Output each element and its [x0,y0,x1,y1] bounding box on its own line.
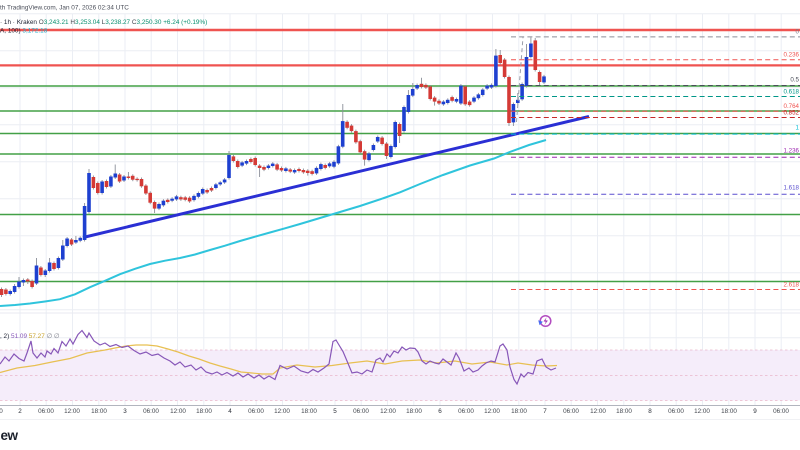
svg-text:18:00: 18:00 [301,408,317,415]
svg-text:18:00: 18:00 [616,408,632,415]
svg-text:12:00: 12:00 [170,408,186,415]
svg-text:06:00: 06:00 [563,408,579,415]
svg-text:0.5: 0.5 [790,77,799,84]
svg-text:18:00: 18:00 [406,408,422,415]
svg-text:12:00: 12:00 [590,408,606,415]
svg-text:1.236: 1.236 [784,148,800,155]
svg-text:, 2) 51.09 57.27 ∅ ∅: , 2) 51.09 57.27 ∅ ∅ [0,333,60,340]
svg-text:0: 0 [796,29,800,36]
svg-text:06:00: 06:00 [143,408,159,415]
svg-text:06:00: 06:00 [38,408,54,415]
svg-text:12:00: 12:00 [274,408,290,415]
svg-text:0.764: 0.764 [784,103,800,110]
svg-text:· 1h · Kraken O3,243.21 H3,253: · 1h · Kraken O3,243.21 H3,253.04 L3,238… [0,19,207,26]
svg-text:2: 2 [18,408,22,415]
svg-text:12:00: 12:00 [694,408,710,415]
svg-text:3: 3 [123,408,127,415]
svg-text:06:00: 06:00 [668,408,684,415]
svg-text:8: 8 [648,408,652,415]
svg-text:18:00: 18:00 [511,408,527,415]
svg-text:4: 4 [228,408,232,415]
svg-text:06:00: 06:00 [353,408,369,415]
svg-text:0: 0 [0,408,3,415]
svg-text:0.618: 0.618 [784,89,800,96]
svg-text:12:00: 12:00 [64,408,80,415]
svg-text:th TradingView.com, Jan 07, 20: th TradingView.com, Jan 07, 2026 02:34 U… [0,5,129,12]
svg-text:7: 7 [543,408,547,415]
svg-text:06:00: 06:00 [248,408,264,415]
svg-text:1: 1 [796,125,800,132]
svg-text:9: 9 [753,408,757,415]
svg-text:12:00: 12:00 [380,408,396,415]
svg-text:06:00: 06:00 [458,408,474,415]
svg-text:12:00: 12:00 [484,408,500,415]
svg-text:A, 100) 3,172.18: A, 100) 3,172.18 [0,28,48,35]
svg-text:0.236: 0.236 [784,52,800,59]
svg-text:18:00: 18:00 [196,408,212,415]
svg-text:18:00: 18:00 [91,408,107,415]
svg-text:2.618: 2.618 [784,282,800,289]
svg-text:06:00: 06:00 [773,408,789,415]
svg-text:ew: ew [1,428,19,443]
svg-text:18:00: 18:00 [721,408,737,415]
svg-text:5: 5 [333,408,337,415]
svg-text:6: 6 [438,408,442,415]
svg-text:0.852: 0.852 [784,110,800,117]
svg-text:1.618: 1.618 [784,185,800,192]
